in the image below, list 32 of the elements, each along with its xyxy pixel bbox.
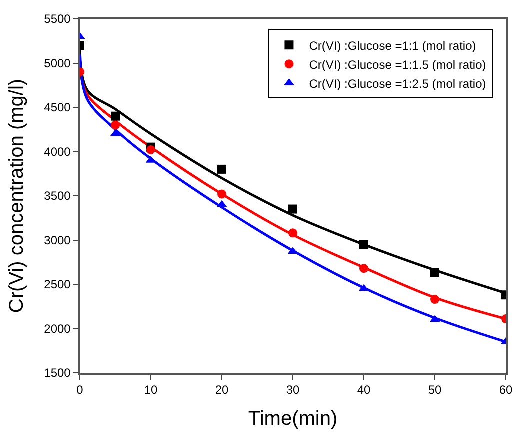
y-tick-label: 3000 — [44, 233, 72, 248]
point — [360, 240, 368, 250]
x-tick-label: 20 — [215, 383, 229, 398]
point — [218, 164, 226, 174]
point — [288, 228, 298, 238]
y-tick-label: 5000 — [44, 56, 72, 70]
legend-label: Cr(VI) :Glucose =1:2.5 (mol ratio) — [309, 76, 486, 91]
x-tick-label: 0 — [76, 383, 84, 398]
y-tick-label: 3500 — [44, 189, 72, 204]
point — [111, 112, 120, 121]
y-tick-label: 2000 — [44, 322, 72, 336]
x-tick-label: 60 — [499, 383, 513, 398]
point — [288, 204, 298, 214]
y-tick-label: 5500 — [44, 12, 72, 26]
x-tick-label: 40 — [357, 383, 371, 398]
point — [146, 145, 156, 154]
y-tick-label: 4500 — [44, 100, 72, 115]
point — [218, 190, 226, 199]
y-tick-label: 4000 — [44, 144, 72, 159]
point — [111, 120, 120, 130]
y-tick-label: 1500 — [44, 366, 72, 380]
x-axis-title: Time(min) — [248, 408, 338, 430]
y-tick-label: 2500 — [44, 278, 72, 292]
legend-label: Cr(VI) :Glucose =1:1.5 (mol ratio) — [309, 58, 486, 72]
legend-label: Cr(VI) :Glucose =1:1 (mol ratio) — [309, 38, 476, 53]
point — [430, 268, 440, 278]
x-tick-label: 50 — [428, 383, 442, 398]
point — [430, 295, 440, 304]
x-tick-label: 30 — [286, 383, 300, 398]
x-tick-label: 10 — [144, 383, 158, 398]
y-axis-title: Cr(Vi) concentration (mg/l) — [6, 78, 28, 314]
point — [360, 264, 368, 274]
